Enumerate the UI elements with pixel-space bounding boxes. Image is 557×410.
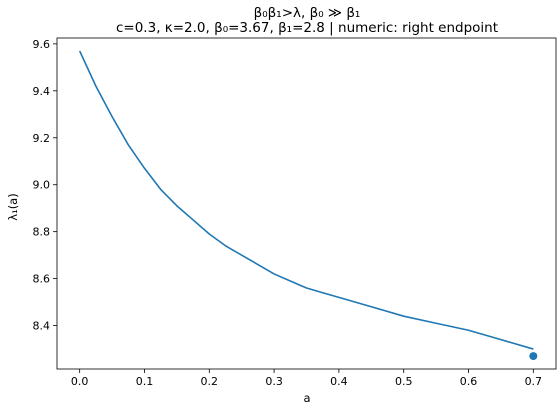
- x-axis-ticks: 0.0 0.1 0.2 0.3 0.4 0.5 0.6 0.7: [71, 369, 542, 388]
- x-tick-label: 0.1: [136, 375, 154, 388]
- chart-title: β₀β₁>λ, β₀ ≫ β₁: [254, 5, 361, 21]
- plot-frame: [56, 37, 557, 370]
- x-tick-label: 0.7: [525, 375, 543, 388]
- x-tick-label: 0.6: [460, 375, 478, 388]
- y-tick-label: 9.2: [33, 132, 51, 145]
- y-tick-label: 8.4: [33, 320, 51, 333]
- plot-area: [56, 37, 557, 370]
- x-tick-label: 0.2: [201, 375, 219, 388]
- y-tick-label: 9.6: [33, 38, 51, 51]
- endpoint-marker: [529, 352, 538, 361]
- y-tick-label: 8.8: [33, 226, 51, 239]
- x-tick-label: 0.3: [265, 375, 283, 388]
- y-tick-label: 9.4: [33, 85, 51, 98]
- x-tick-label: 0.0: [71, 375, 89, 388]
- x-tick-label: 0.5: [395, 375, 413, 388]
- chart-subtitle: c=0.3, κ=2.0, β₀=3.67, β₁=2.8 | numeric:…: [116, 20, 498, 36]
- y-tick-label: 9.0: [33, 179, 51, 192]
- y-tick-label: 8.6: [33, 273, 51, 286]
- x-tick-label: 0.4: [330, 375, 348, 388]
- y-axis-label: λ₁(a): [6, 193, 20, 220]
- series-line-0: [78, 50, 534, 350]
- x-axis-label: a: [303, 391, 310, 405]
- y-axis-ticks: 8.4 8.6 8.8 9.0 9.2 9.4 9.6: [33, 38, 57, 333]
